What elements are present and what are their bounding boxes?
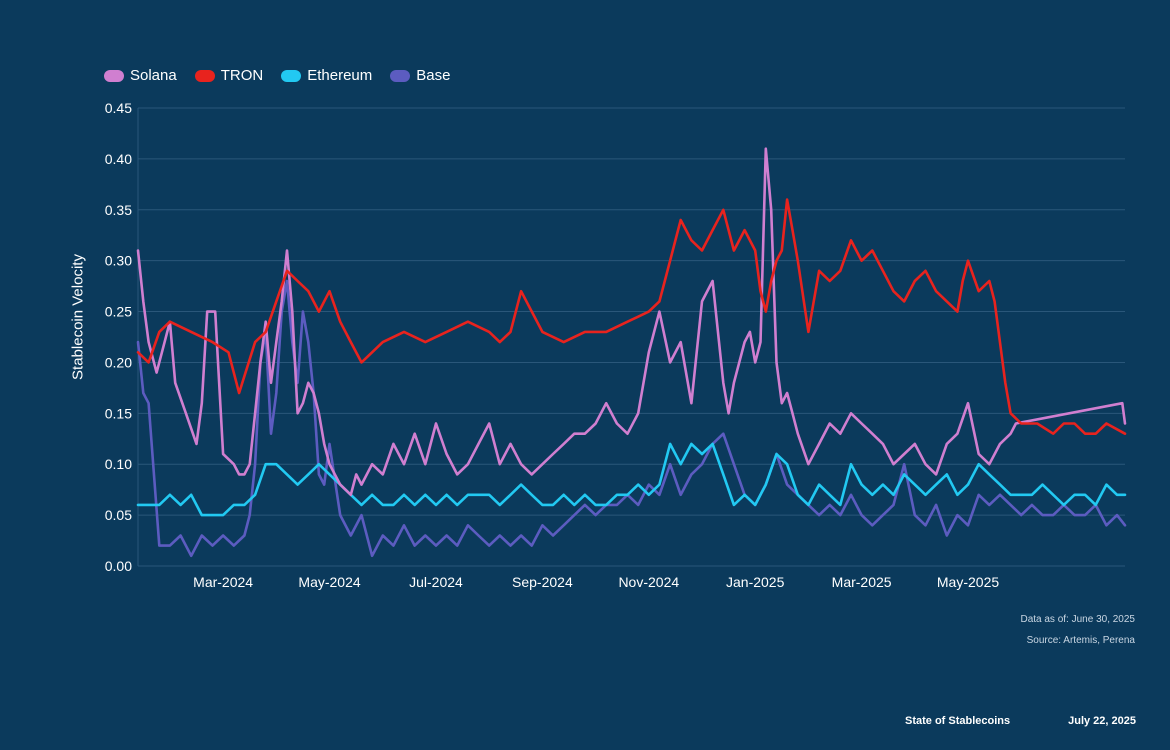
series-lines bbox=[136, 147, 1127, 558]
y-tick-label: 0.15 bbox=[105, 405, 132, 421]
y-tick-label: 0.10 bbox=[105, 456, 132, 472]
y-tick-label: 0.40 bbox=[105, 151, 132, 167]
x-tick-label: Sep-2024 bbox=[512, 574, 573, 590]
legend-label-ethereum: Ethereum bbox=[307, 67, 373, 84]
y-tick-label: 0.05 bbox=[105, 507, 132, 523]
x-tick-label: Nov-2024 bbox=[618, 574, 679, 590]
x-tick-label: May-2024 bbox=[298, 574, 360, 590]
source-note: Source: Artemis, Perena bbox=[1026, 635, 1135, 646]
y-tick-label: 0.35 bbox=[105, 202, 132, 218]
x-tick-label: Jul-2024 bbox=[409, 574, 463, 590]
y-tick-label: 0.25 bbox=[105, 304, 132, 320]
legend-swatch-tron bbox=[194, 69, 215, 82]
series-line-ethereum[interactable] bbox=[136, 442, 1127, 517]
y-tick-label: 0.30 bbox=[105, 253, 132, 269]
series-line-base[interactable] bbox=[136, 279, 1127, 558]
report-date: July 22, 2025 bbox=[1068, 715, 1136, 727]
x-tick-label: Mar-2025 bbox=[832, 574, 892, 590]
y-tick-label: 0.20 bbox=[105, 354, 132, 370]
chart-legend: Solana TRON Ethereum Base bbox=[104, 67, 450, 84]
axis-ticks: 0.00 0.05 0.10 0.15 0.20 0.25 0.30 0.35 0.40 0.45… bbox=[105, 100, 1000, 590]
series-line-tron[interactable] bbox=[136, 198, 1127, 435]
grid-lines bbox=[137, 107, 1125, 567]
legend-swatch-base bbox=[390, 69, 411, 82]
legend-label-base: Base bbox=[416, 67, 451, 84]
x-tick-label: Mar-2024 bbox=[193, 574, 253, 590]
y-tick-label: 0.00 bbox=[105, 558, 132, 574]
legend-item-base[interactable]: Base bbox=[390, 67, 450, 84]
legend-item-tron[interactable]: TRON bbox=[194, 67, 264, 84]
legend-swatch-ethereum bbox=[281, 69, 302, 82]
data-as-of-note: Data as of: June 30, 2025 bbox=[1020, 614, 1135, 625]
legend-item-ethereum[interactable]: Ethereum bbox=[281, 67, 372, 84]
legend-swatch-solana bbox=[104, 69, 124, 82]
legend-item-solana[interactable]: Solana bbox=[104, 67, 177, 84]
x-tick-label: May-2025 bbox=[937, 574, 999, 590]
series-line-solana[interactable] bbox=[136, 147, 1127, 497]
legend-label-tron: TRON bbox=[220, 67, 264, 84]
y-tick-label: 0.45 bbox=[105, 100, 132, 116]
legend-label-solana: Solana bbox=[130, 67, 177, 84]
x-tick-label: Jan-2025 bbox=[726, 574, 785, 590]
report-title: State of Stablecoins bbox=[905, 715, 1011, 727]
